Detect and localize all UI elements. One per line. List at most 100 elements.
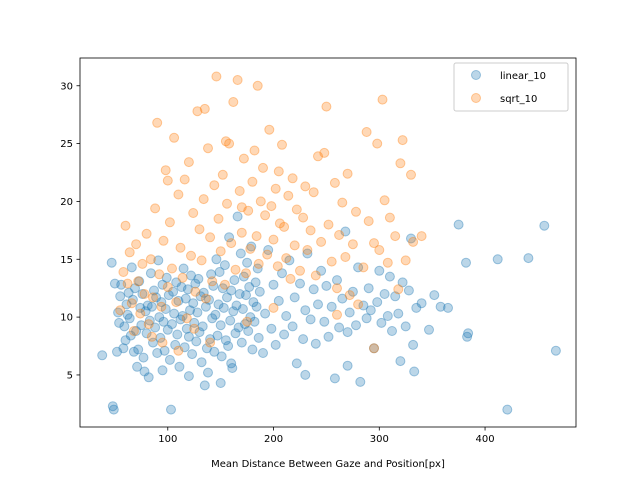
point-linear-10-205 (453, 219, 464, 230)
point-sqrt-10-114 (379, 195, 390, 206)
point-linear-10-145 (270, 339, 281, 350)
x-tick-label-100: 100 (158, 434, 177, 445)
point-sqrt-10-115 (382, 257, 393, 268)
point-sqrt-10-9 (135, 308, 146, 319)
point-sqrt-10-98 (332, 283, 342, 294)
point-linear-10-164 (321, 280, 332, 291)
point-sqrt-10-20 (158, 235, 169, 246)
point-linear-10-161 (313, 299, 323, 310)
point-linear-10-49 (159, 345, 170, 356)
point-linear-10-38 (148, 337, 158, 348)
point-linear-10-134 (249, 316, 260, 327)
point-linear-10-86 (198, 287, 209, 298)
point-linear-10-179 (361, 313, 372, 324)
point-sqrt-10-128 (146, 331, 157, 342)
point-linear-10-116 (230, 328, 241, 339)
point-sqrt-10-2 (120, 220, 131, 231)
point-sqrt-10-41 (203, 143, 213, 154)
point-linear-10-31 (140, 306, 151, 317)
point-linear-10-97 (210, 309, 221, 320)
point-sqrt-10-12 (141, 228, 152, 239)
point-linear-10-51 (161, 272, 172, 283)
point-sqrt-10-100 (337, 197, 348, 208)
point-linear-10-35 (144, 315, 155, 326)
point-linear-10-19 (127, 294, 138, 305)
point-sqrt-10-80 (285, 273, 296, 284)
point-linear-10-82 (194, 327, 205, 338)
point-linear-10-122 (236, 337, 247, 348)
point-sqrt-10-101 (340, 252, 351, 262)
point-linear-10-75 (187, 349, 198, 360)
point-linear-10-98 (211, 254, 222, 265)
point-linear-10-59 (170, 339, 181, 350)
point-linear-10-74 (186, 270, 196, 281)
point-sqrt-10-26 (171, 297, 182, 308)
point-linear-10-100 (213, 299, 224, 310)
point-linear-10-95 (208, 280, 219, 291)
point-linear-10-186 (379, 289, 390, 299)
point-linear-10-24 (133, 344, 144, 355)
point-sqrt-10-112 (374, 245, 385, 255)
point-sqrt-10-53 (228, 97, 239, 107)
point-linear-10-197 (408, 339, 419, 350)
x-axis-label: Mean Distance Between Gaze and Position[… (211, 459, 445, 470)
point-sqrt-10-17 (152, 117, 163, 128)
point-linear-10-50 (160, 304, 171, 314)
point-linear-10-131 (246, 241, 257, 252)
point-linear-10-190 (390, 291, 401, 302)
point-linear-10-187 (382, 311, 393, 321)
point-sqrt-10-73 (270, 183, 281, 194)
point-sqrt-10-43 (207, 276, 218, 287)
point-linear-10-201 (424, 324, 434, 335)
point-sqrt-10-15 (148, 292, 158, 303)
point-sqrt-10-130 (268, 302, 279, 313)
point-sqrt-10-22 (162, 282, 173, 292)
point-linear-10-195 (403, 285, 414, 296)
point-linear-10-202 (429, 290, 440, 301)
point-linear-10-142 (263, 245, 274, 255)
point-linear-10-135 (250, 277, 261, 288)
point-linear-10-172 (342, 327, 353, 338)
point-linear-10-103 (216, 351, 227, 362)
point-linear-10-25 (134, 276, 145, 287)
point-linear-10-181 (365, 305, 376, 316)
point-sqrt-10-30 (179, 174, 190, 185)
point-linear-10-104 (217, 283, 228, 294)
point-linear-10-67 (178, 263, 189, 274)
point-linear-10-212 (539, 220, 550, 231)
point-sqrt-10-105 (351, 206, 361, 217)
legend-marker-sqrt-10 (471, 93, 481, 103)
point-linear-10-124 (238, 271, 249, 282)
point-sqrt-10-55 (232, 75, 243, 85)
point-linear-10-188 (384, 271, 395, 282)
point-linear-10-112 (226, 285, 237, 296)
point-linear-10-48 (158, 316, 169, 327)
point-linear-10-163 (319, 316, 330, 327)
point-sqrt-10-138 (236, 202, 247, 213)
point-linear-10-21 (130, 283, 140, 294)
point-sqrt-10-8 (133, 276, 144, 287)
point-sqrt-10-68 (260, 210, 271, 221)
point-linear-10-16 (124, 313, 135, 324)
point-linear-10-111 (225, 315, 236, 326)
point-linear-10-93 (206, 269, 217, 280)
point-linear-10-4 (109, 278, 120, 289)
point-linear-10-167 (329, 373, 340, 384)
point-linear-10-12 (120, 335, 131, 346)
point-linear-10-176 (353, 262, 364, 273)
point-linear-10-58 (169, 308, 180, 319)
point-sqrt-10-71 (266, 201, 277, 212)
point-sqrt-10-136 (162, 175, 173, 186)
point-linear-10-126 (241, 290, 251, 301)
point-linear-10-165 (323, 331, 334, 342)
point-linear-10-34 (143, 372, 154, 383)
point-linear-10-89 (201, 343, 212, 354)
point-sqrt-10-35 (190, 286, 201, 297)
point-linear-10-62 (173, 295, 184, 306)
point-sqrt-10-28 (175, 242, 186, 253)
point-linear-10-79 (191, 336, 202, 347)
point-linear-10-129 (244, 282, 255, 292)
point-sqrt-10-58 (238, 153, 249, 164)
point-linear-10-219 (342, 360, 353, 371)
